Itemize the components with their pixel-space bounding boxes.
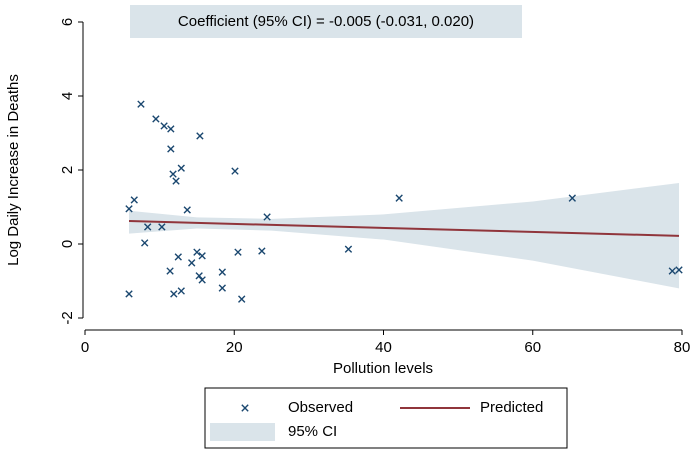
marker: [395, 194, 403, 202]
marker: [125, 290, 133, 298]
marker: [143, 223, 152, 231]
marker: [258, 247, 266, 255]
annotation-box: [130, 5, 522, 38]
legend-label: Observed: [288, 399, 353, 416]
marker: [174, 253, 182, 261]
ci-band: [129, 182, 680, 289]
x-tick-label: 60: [524, 339, 541, 356]
marker: [158, 223, 166, 231]
marker: [172, 177, 180, 185]
marker: [198, 252, 206, 260]
marker: [166, 267, 174, 275]
marker: [167, 145, 175, 153]
marker: [198, 276, 206, 284]
marker: [125, 205, 133, 213]
marker: [152, 115, 160, 123]
marker: [188, 259, 196, 267]
marker: [218, 268, 227, 276]
marker: [177, 287, 185, 295]
marker: [344, 245, 353, 253]
x-tick-label: 80: [674, 339, 690, 356]
marker: [568, 194, 576, 202]
marker: [167, 125, 175, 133]
marker: [169, 170, 177, 178]
marker: [238, 295, 246, 303]
marker: [193, 248, 201, 256]
marker: [263, 213, 271, 221]
marker: [141, 239, 149, 247]
y-tick-label: 4: [59, 92, 76, 100]
y-tick-label: -2: [59, 311, 76, 324]
legend-label: 95% CI: [288, 423, 337, 440]
x-tick-label: 0: [81, 339, 89, 356]
x-tick-label: 40: [375, 339, 392, 356]
y-tick-label: 2: [59, 166, 76, 174]
marker: [234, 248, 242, 256]
marker: [177, 164, 185, 172]
y-tick-label: 6: [59, 18, 76, 26]
marker: [137, 100, 145, 108]
marker: [196, 132, 204, 140]
marker: [183, 206, 191, 214]
marker: [675, 266, 683, 274]
y-axis-title: Log Daily Increase in Deaths: [5, 74, 22, 266]
x-tick-label: 20: [226, 339, 243, 356]
marker: [668, 267, 676, 275]
fit-line: [129, 220, 680, 237]
y-tick-label: 0: [59, 240, 76, 248]
legend-label: Predicted: [480, 399, 543, 416]
legend-swatch: [210, 423, 275, 441]
annotation: Coefficient (95% CI) = -0.005 (-0.031, 0…: [178, 13, 474, 30]
marker: [160, 122, 168, 130]
marker: [231, 167, 239, 175]
marker: [170, 290, 178, 298]
legend-marker: [241, 404, 249, 412]
legend: Observed Predicted 95% CI: [210, 399, 543, 441]
marker: [130, 196, 138, 204]
marker: [195, 272, 203, 280]
marker: [218, 284, 227, 292]
x-axis-title: Pollution levels: [333, 360, 433, 377]
